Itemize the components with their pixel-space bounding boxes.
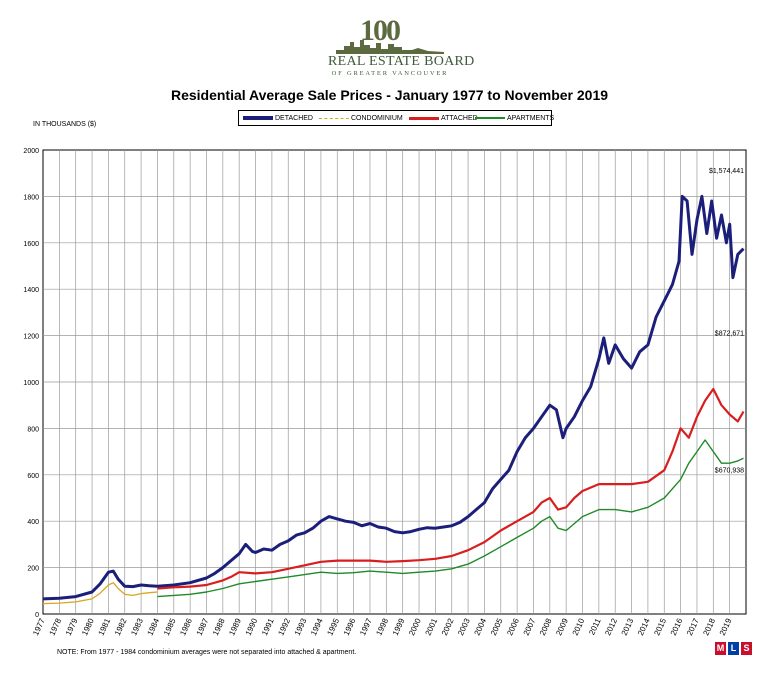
x-tick-label: 2019 xyxy=(718,617,734,637)
x-tick-label: 2002 xyxy=(440,617,456,637)
x-tick-label: 2013 xyxy=(620,617,636,637)
legend-swatch-detached xyxy=(243,116,273,120)
y-tick-label: 1600 xyxy=(23,241,39,248)
x-tick-label: 1994 xyxy=(309,617,325,637)
legend-item-condominium: CONDOMINIUM xyxy=(319,112,403,124)
series-line-apartments xyxy=(157,439,744,598)
mls-letter-l: L xyxy=(728,642,739,655)
x-tick-label: 1983 xyxy=(129,617,145,637)
x-tick-label: 1989 xyxy=(227,617,243,637)
real-estate-board-logo: 100 REAL ESTATE BOARD OF GREATER VANCOUV… xyxy=(328,14,475,78)
x-tick-label: 2010 xyxy=(571,617,587,637)
x-tick-label: 1990 xyxy=(244,617,260,637)
x-tick-label: 1981 xyxy=(97,617,113,637)
x-tick-label: 2004 xyxy=(473,617,489,637)
y-tick-label: 400 xyxy=(27,519,39,526)
x-tick-label: 1980 xyxy=(80,617,96,637)
legend-swatch-attached xyxy=(409,116,439,120)
x-tick-label: 1998 xyxy=(374,617,390,637)
legend-swatch-condominium xyxy=(319,117,349,119)
legend-label-attached: ATTACHED xyxy=(441,114,478,122)
x-tick-label: 1993 xyxy=(293,617,309,637)
x-tick-label: 1997 xyxy=(358,617,374,637)
x-tick-label: 1992 xyxy=(276,617,292,637)
legend-item-apartments: APARTMENTS xyxy=(475,112,554,124)
y-tick-label: 2000 xyxy=(23,148,39,155)
x-tick-label: 2017 xyxy=(685,617,701,637)
legend-label-condominium: CONDOMINIUM xyxy=(351,114,403,122)
y-tick-label: 800 xyxy=(27,426,39,433)
x-tick-label: 2015 xyxy=(652,617,668,637)
logo-subtitle: OF GREATER VANCOUVER xyxy=(331,70,449,77)
y-tick-label: 600 xyxy=(27,473,39,480)
y-tick-label: 0 xyxy=(35,612,39,619)
x-tick-label: 1996 xyxy=(342,617,358,637)
legend-label-apartments: APARTMENTS xyxy=(507,114,555,122)
footer-note: NOTE: From 1977 - 1984 condominium avera… xyxy=(57,649,357,656)
x-tick-label: 1988 xyxy=(211,617,227,637)
end-value-annotation: $670,938 xyxy=(715,467,744,474)
y-tick-label: 1400 xyxy=(23,287,39,294)
x-tick-label: 2007 xyxy=(522,617,538,637)
series-line-condominium xyxy=(42,582,158,605)
x-tick-label: 1984 xyxy=(146,617,162,637)
x-tick-label: 2003 xyxy=(456,617,472,637)
x-tick-label: 1987 xyxy=(195,617,211,637)
skyline-icon xyxy=(336,40,444,54)
legend-item-detached: DETACHED xyxy=(243,112,313,124)
end-value-annotation: $872,671 xyxy=(715,331,744,338)
x-tick-label: 2012 xyxy=(603,617,619,637)
x-tick-label: 1985 xyxy=(162,617,178,637)
y-tick-label: 200 xyxy=(27,566,39,573)
y-tick-label: 1800 xyxy=(23,194,39,201)
x-tick-label: 1986 xyxy=(178,617,194,637)
y-axis-unit-label: IN THOUSANDS ($) xyxy=(33,121,97,128)
series-line-attached xyxy=(157,387,745,590)
x-tick-label: 2005 xyxy=(489,617,505,637)
mls-logo: M L S xyxy=(713,642,755,664)
legend-label-detached: DETACHED xyxy=(275,114,313,122)
legend-swatch-apartments xyxy=(475,117,505,119)
x-tick-label: 1991 xyxy=(260,617,276,637)
logo-anniversary-number: 100 xyxy=(360,14,401,47)
x-tick-label: 1995 xyxy=(325,617,341,637)
x-tick-label: 2011 xyxy=(587,617,603,637)
chart-title: Residential Average Sale Prices - Januar… xyxy=(170,87,609,103)
x-tick-label: 1999 xyxy=(391,617,407,637)
mls-letter-m: M xyxy=(715,642,726,655)
x-tick-label: 2008 xyxy=(538,617,554,637)
y-tick-label: 1000 xyxy=(23,380,39,387)
x-tick-label: 2014 xyxy=(636,617,652,637)
logo-name: REAL ESTATE BOARD xyxy=(328,54,475,69)
y-tick-label: 1200 xyxy=(23,334,39,341)
series-line-detached xyxy=(42,194,745,601)
x-tick-label: 2018 xyxy=(701,617,717,637)
legend-item-attached: ATTACHED xyxy=(409,112,478,124)
x-tick-label: 2009 xyxy=(554,617,570,637)
x-tick-label: 2000 xyxy=(407,617,423,637)
x-tick-label: 1979 xyxy=(64,617,80,637)
x-tick-label: 2001 xyxy=(424,617,440,637)
end-value-annotation: $1,574,441 xyxy=(709,168,744,175)
x-tick-label: 2006 xyxy=(505,617,521,637)
x-tick-label: 1982 xyxy=(113,617,129,637)
x-tick-label: 2016 xyxy=(669,617,685,637)
x-tick-label: 1978 xyxy=(47,617,63,637)
chart-legend: DETACHED CONDOMINIUM ATTACHED APARTMENTS xyxy=(238,110,554,126)
x-tick-label: 1977 xyxy=(31,617,47,637)
mls-letter-s: S xyxy=(741,642,752,655)
